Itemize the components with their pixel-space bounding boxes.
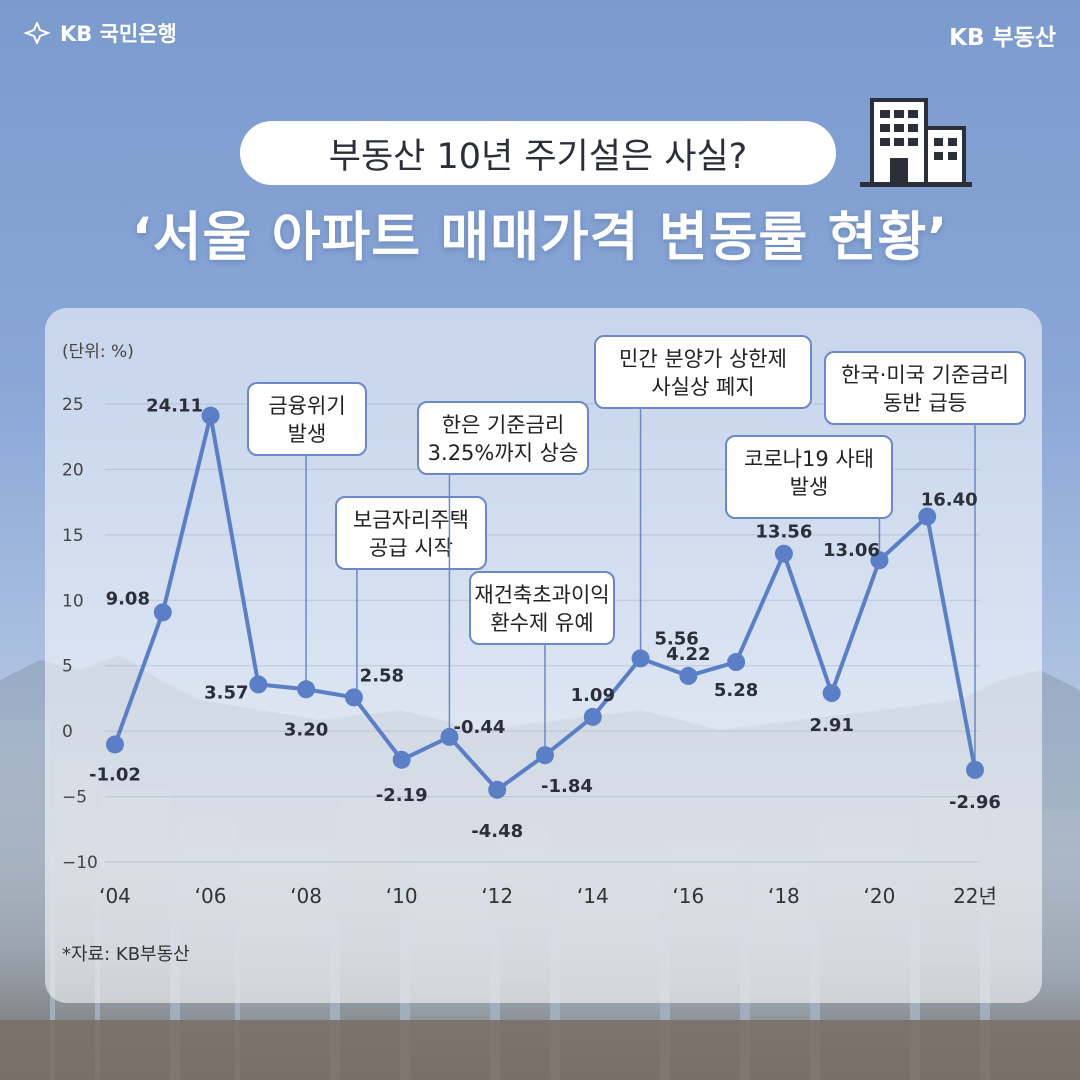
annotation-text: 보금자리주택 xyxy=(353,508,469,532)
data-point xyxy=(201,406,220,425)
data-point xyxy=(249,675,268,694)
kb-real-estate-logo: KB 부동산 xyxy=(949,25,1056,51)
y-tick-label: 25 xyxy=(62,395,84,415)
annotation-text: 한국·미국 기준금리 xyxy=(841,363,1009,387)
data-point xyxy=(392,750,411,769)
annotation-text: 사실상 폐지 xyxy=(651,375,754,399)
x-tick-label: ‘10 xyxy=(386,884,418,908)
y-tick-label: −10 xyxy=(62,853,98,873)
x-tick-label: ‘04 xyxy=(99,884,131,908)
x-tick-label: ‘14 xyxy=(577,884,609,908)
data-label: 5.28 xyxy=(714,680,758,701)
annotation-text: 발생 xyxy=(790,475,829,499)
y-axis-label: (단위: %) xyxy=(62,342,134,362)
subtitle-text: 부동산 10년 주기설은 사실? xyxy=(328,136,748,177)
data-point xyxy=(344,688,363,707)
data-point xyxy=(488,780,507,799)
data-label: -0.44 xyxy=(453,717,505,738)
annotation-box xyxy=(335,496,487,570)
data-label: -2.19 xyxy=(376,785,428,806)
data-label: 3.57 xyxy=(204,682,248,703)
brand-left-text: KB 국민은행 xyxy=(60,22,177,46)
data-point xyxy=(966,760,984,779)
data-label: 2.58 xyxy=(360,665,404,686)
annotation-text: 코로나19 사태 xyxy=(744,447,874,471)
building-icon xyxy=(860,98,972,187)
data-point xyxy=(106,735,124,754)
annotation-box xyxy=(469,571,615,645)
data-label: 2.91 xyxy=(809,715,853,736)
data-point xyxy=(153,603,172,622)
y-tick-label: 5 xyxy=(62,657,73,677)
data-label: 16.40 xyxy=(921,490,978,511)
data-point xyxy=(774,544,793,563)
data-label: 5.56 xyxy=(654,628,698,649)
data-label: 3.20 xyxy=(284,719,328,740)
annotation-text: 환수제 유예 xyxy=(490,611,593,635)
data-point xyxy=(583,707,602,726)
data-label: 9.08 xyxy=(106,588,150,609)
annotation-text: 3.25%까지 상승 xyxy=(428,441,579,465)
x-tick-label: ‘08 xyxy=(290,884,322,908)
data-point xyxy=(536,746,554,765)
data-label: -1.02 xyxy=(89,764,141,785)
annotation-text: 한은 기준금리 xyxy=(442,413,565,437)
annotation-box xyxy=(824,351,1026,425)
kb-kookmin-bank-logo: KB 국민은행 xyxy=(22,18,177,48)
annotation-text: 동반 급등 xyxy=(883,391,967,415)
x-tick-label: ‘20 xyxy=(864,884,896,908)
data-label: 1.09 xyxy=(571,685,615,706)
annotation-text: 공급 시작 xyxy=(369,536,453,560)
data-label: -2.96 xyxy=(949,792,1001,813)
data-point xyxy=(870,551,889,570)
x-tick-label: ‘16 xyxy=(672,884,704,908)
source-note: *자료: KB부동산 xyxy=(62,944,190,965)
annotation-text: 재건축초과이익 xyxy=(474,583,609,607)
x-tick-label: ‘06 xyxy=(195,884,227,908)
annotation-box xyxy=(247,382,367,456)
data-point xyxy=(297,680,316,699)
annotation-text: 민간 분양가 상한제 xyxy=(619,347,787,371)
y-tick-label: 20 xyxy=(62,460,84,480)
annotation-text: 금융위기 xyxy=(268,394,345,418)
y-tick-label: 0 xyxy=(62,722,73,742)
data-label: -4.48 xyxy=(471,821,523,842)
data-point xyxy=(822,684,841,703)
x-tick-label: 22년 xyxy=(953,884,997,908)
main-title: ‘서울 아파트 매매가격 변동률 현황’ xyxy=(131,207,949,268)
y-tick-label: 15 xyxy=(62,526,84,546)
y-tick-label: −5 xyxy=(62,788,87,808)
annotation-box xyxy=(417,401,589,475)
x-tick-label: ‘12 xyxy=(481,884,513,908)
data-label: 4.22 xyxy=(666,644,710,665)
data-point xyxy=(440,727,459,746)
annotation-box xyxy=(725,435,893,519)
subtitle-pill: 부동산 10년 주기설은 사실? xyxy=(240,121,836,185)
data-label: 13.06 xyxy=(823,540,880,561)
data-label: 13.56 xyxy=(755,522,812,543)
data-point xyxy=(918,507,937,526)
annotation-box xyxy=(594,335,812,409)
data-point xyxy=(631,649,650,668)
x-tick-label: ‘18 xyxy=(768,884,800,908)
data-label: 24.11 xyxy=(146,396,203,417)
y-tick-label: 10 xyxy=(62,591,84,611)
data-point xyxy=(679,666,698,685)
data-point xyxy=(727,653,746,672)
data-label: -1.84 xyxy=(541,776,593,797)
kb-star-icon xyxy=(23,22,51,44)
annotation-text: 발생 xyxy=(288,422,327,446)
